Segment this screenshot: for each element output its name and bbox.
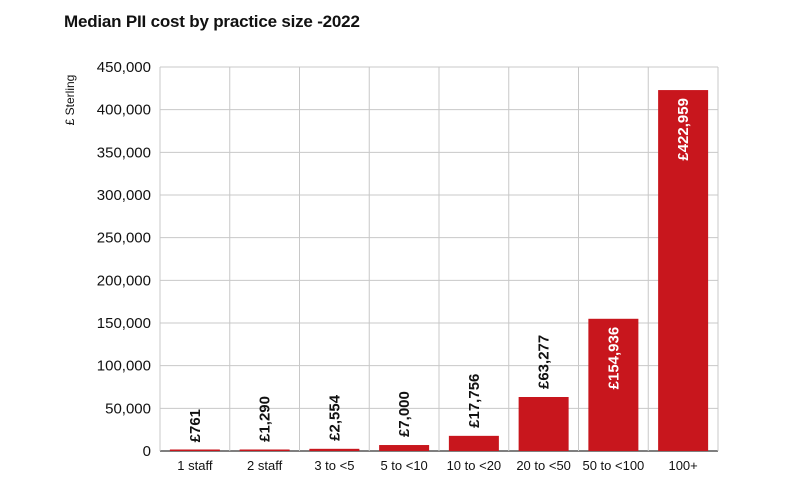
y-tick-label: 400,000 bbox=[97, 102, 151, 119]
data-label: £63,277 bbox=[536, 335, 553, 389]
x-tick-label: 2 staff bbox=[247, 458, 283, 473]
bar bbox=[239, 449, 290, 451]
chart-title: Median PII cost by practice size -2022 bbox=[64, 12, 360, 31]
x-tick-label: 1 staff bbox=[177, 458, 213, 473]
bars bbox=[169, 90, 709, 452]
data-label: £7,000 bbox=[396, 391, 413, 437]
bar bbox=[309, 448, 360, 451]
y-axis-label: £ Sterling bbox=[63, 75, 77, 126]
data-label: £761 bbox=[187, 409, 204, 442]
x-tick-label: 5 to <10 bbox=[380, 458, 427, 473]
y-tick-label: 250,000 bbox=[97, 230, 151, 247]
y-tick-label: 450,000 bbox=[97, 59, 151, 76]
y-tick-label: 200,000 bbox=[97, 272, 151, 289]
bar bbox=[658, 90, 709, 452]
data-label: £422,959 bbox=[675, 98, 692, 161]
y-tick-label: 350,000 bbox=[97, 144, 151, 161]
y-tick-label: 50,000 bbox=[105, 400, 151, 417]
bar bbox=[379, 445, 430, 451]
x-tick-labels: 1 staff 2 staff 3 to <5 5 to <10 10 to <20 20… bbox=[177, 458, 697, 473]
x-tick-label: 3 to <5 bbox=[314, 458, 354, 473]
y-tick-label: 300,000 bbox=[97, 187, 151, 204]
bar bbox=[448, 435, 499, 451]
data-label: £17,756 bbox=[466, 374, 483, 428]
x-tick-label: 20 to <50 bbox=[516, 458, 571, 473]
y-tick-label: 150,000 bbox=[97, 315, 151, 332]
data-labels: £761 £1,290 £2,554 £7,000 £17,756 £63,277 £154… bbox=[187, 98, 692, 442]
x-tick-label: 100+ bbox=[668, 458, 697, 473]
y-tick-labels: 0 50,000 100,000 150,000 200,000 250,000 300,0… bbox=[97, 59, 151, 460]
y-tick-label: 100,000 bbox=[97, 358, 151, 375]
x-tick-label: 10 to <20 bbox=[447, 458, 502, 473]
bar bbox=[169, 449, 220, 451]
data-label: £1,290 bbox=[257, 396, 274, 442]
x-tick-label: 50 to <100 bbox=[582, 458, 644, 473]
data-label: £154,936 bbox=[605, 327, 622, 390]
data-label: £2,554 bbox=[326, 394, 343, 441]
bar bbox=[518, 397, 569, 451]
bar bbox=[588, 318, 639, 451]
y-tick-label: 0 bbox=[143, 443, 151, 460]
